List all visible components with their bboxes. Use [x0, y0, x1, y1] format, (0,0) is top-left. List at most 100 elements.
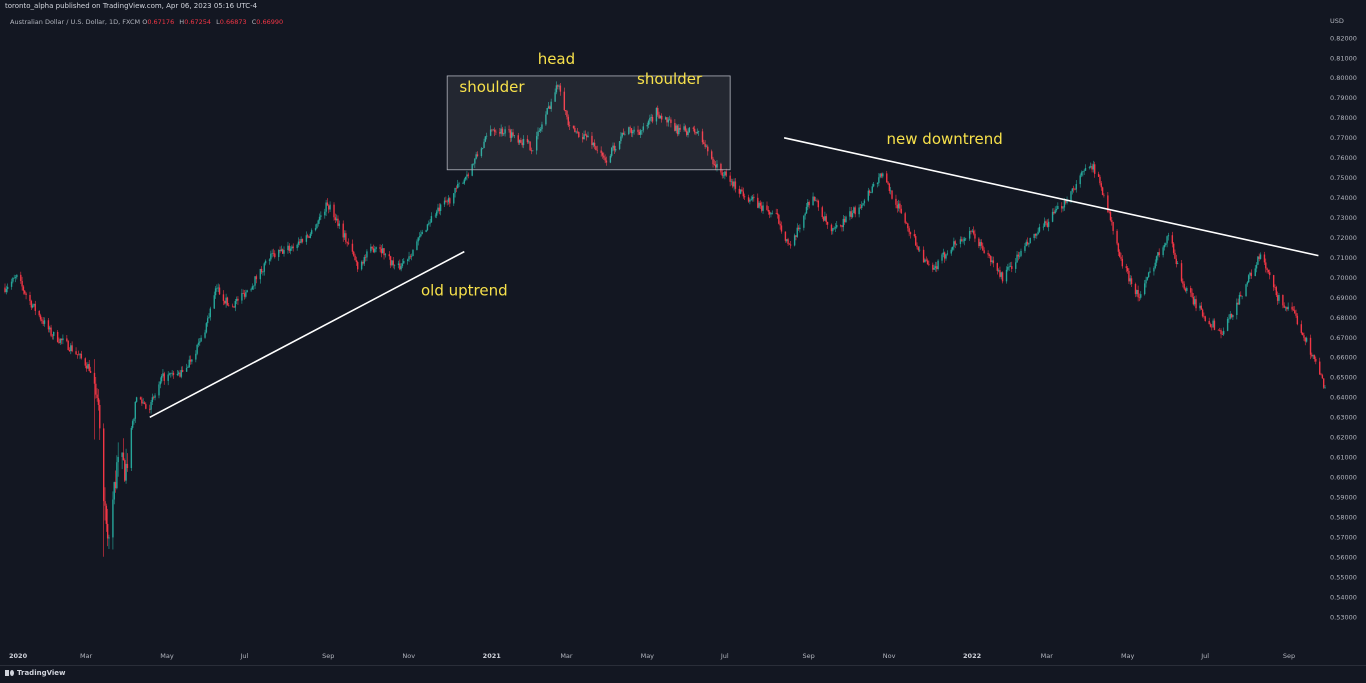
- candle-body: [876, 182, 879, 184]
- candle-body: [907, 223, 909, 229]
- price-chart[interactable]: USD 0.82000 0.81000 0.80000 0.79000 0.78000 0.…: [0, 0, 1366, 665]
- candle-body: [1287, 306, 1289, 310]
- candle-body: [1190, 288, 1192, 293]
- candle-body: [1238, 294, 1241, 305]
- candle-body: [389, 256, 392, 266]
- candle-body: [1158, 252, 1160, 256]
- candle-body: [226, 297, 229, 306]
- candle-body: [374, 248, 376, 253]
- candle-body: [1283, 305, 1285, 308]
- candle-body: [895, 198, 897, 205]
- candle-body: [725, 171, 727, 176]
- candle-body: [41, 319, 43, 322]
- candle-body: [1138, 297, 1141, 298]
- candle-body: [1208, 321, 1210, 325]
- tradingview-logo[interactable]: TradingView: [5, 669, 66, 677]
- candle-body: [443, 200, 446, 205]
- candle-body: [1024, 246, 1026, 251]
- candle-body: [968, 231, 971, 239]
- candle-body: [733, 181, 735, 187]
- candle-body: [1083, 170, 1085, 172]
- candle-body: [1182, 281, 1184, 284]
- candle-body: [410, 255, 413, 257]
- currency-label: USD: [1330, 17, 1344, 25]
- candle-body: [1065, 201, 1067, 203]
- candle-body: [786, 239, 788, 241]
- candle-body: [1162, 247, 1164, 256]
- candle-body: [768, 211, 771, 215]
- candle-body: [961, 239, 963, 241]
- candle-body: [1171, 235, 1174, 244]
- candle-body: [253, 285, 255, 287]
- price-tick-label: 0.81000: [1330, 54, 1357, 62]
- candle-body: [575, 131, 577, 133]
- candle-body: [135, 397, 138, 402]
- candle-body: [47, 320, 50, 330]
- symbol-name[interactable]: Australian Dollar / U.S. Dollar, 1D, FXC…: [10, 18, 141, 26]
- footer-bar: TradingView: [0, 665, 1366, 683]
- candle-body: [355, 260, 358, 263]
- candle-body: [1219, 330, 1221, 331]
- time-tick-label: Nov: [883, 652, 896, 660]
- uptrend-line: [149, 250, 465, 419]
- candle-body: [753, 196, 755, 198]
- candle-body: [371, 246, 373, 249]
- candle-body: [941, 254, 943, 261]
- price-tick-label: 0.77000: [1330, 134, 1357, 142]
- price-tick-label: 0.80000: [1330, 74, 1357, 82]
- candle-body: [1312, 355, 1314, 357]
- candle-body: [1137, 290, 1139, 298]
- candle-body: [670, 119, 672, 123]
- candle-body: [453, 193, 455, 204]
- candle-body: [1282, 294, 1284, 306]
- candle-body: [77, 354, 80, 356]
- candle-body: [642, 126, 644, 131]
- time-tick-label: Jul: [240, 652, 249, 660]
- candle-body: [808, 201, 810, 206]
- candle-body: [1275, 287, 1278, 296]
- candle-body: [383, 248, 385, 256]
- candle-body: [150, 402, 152, 410]
- candle-body: [1237, 302, 1239, 305]
- candle-body: [978, 238, 980, 247]
- candle-body: [613, 145, 616, 151]
- candle-body: [830, 224, 833, 232]
- candle-body: [695, 132, 697, 134]
- candle-body: [666, 117, 668, 123]
- candle-body: [789, 244, 792, 246]
- candle-body: [42, 321, 44, 324]
- candle-body: [1266, 268, 1268, 271]
- candle-body: [632, 131, 634, 134]
- price-tick-label: 0.71000: [1330, 254, 1357, 262]
- candle-body: [209, 308, 212, 318]
- price-axis[interactable]: USD 0.82000 0.81000 0.80000 0.79000 0.78000 0.…: [1326, 14, 1366, 665]
- candle-body: [886, 173, 888, 183]
- candle-body: [360, 261, 363, 270]
- candle-body: [655, 107, 658, 122]
- candle-body: [1084, 168, 1087, 171]
- candle-body: [861, 204, 863, 208]
- candle-body: [1001, 272, 1004, 282]
- head-label: head: [538, 50, 575, 68]
- time-tick-label: 2020: [9, 652, 28, 660]
- candle-body: [1051, 211, 1054, 222]
- candle-body: [300, 238, 302, 243]
- candle-body: [412, 249, 414, 256]
- price-tick-label: 0.79000: [1330, 94, 1357, 102]
- candle-body: [458, 183, 460, 185]
- candle-body: [1034, 233, 1037, 236]
- time-axis[interactable]: 2020 Mar May Jul Sep Nov 2021 Mar May Jul Sep Nov 20…: [9, 652, 1295, 660]
- candle-body: [538, 130, 541, 132]
- candle-body: [559, 85, 562, 92]
- candle-body: [657, 107, 659, 115]
- candle-body: [918, 249, 921, 251]
- new-downtrend-label: new downtrend: [887, 130, 1003, 148]
- candle-body: [859, 207, 862, 209]
- candle-body: [231, 305, 234, 307]
- symbol-legend[interactable]: Australian Dollar / U.S. Dollar, 1D, FXC…: [10, 18, 286, 26]
- candle-body: [80, 353, 83, 359]
- candle-body: [363, 257, 365, 264]
- candle-body: [987, 253, 989, 255]
- candle-body: [324, 211, 326, 216]
- time-tick-label: Sep: [322, 652, 334, 660]
